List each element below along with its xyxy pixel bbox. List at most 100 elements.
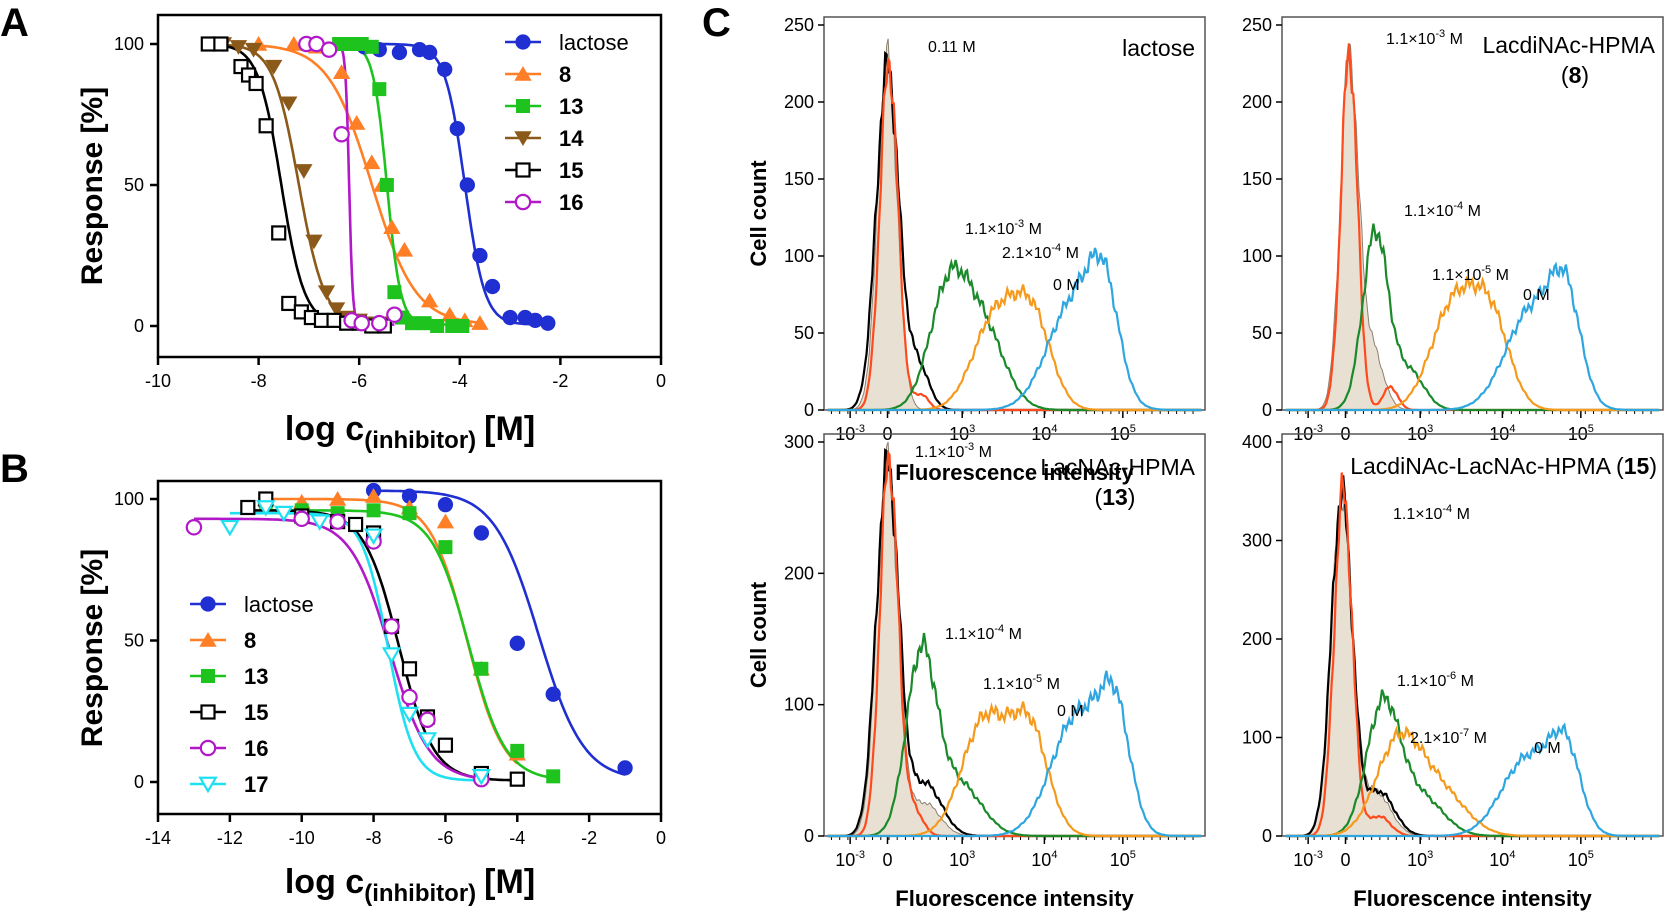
data-point-13 (379, 178, 394, 192)
histogram-trace (1285, 725, 1660, 838)
legend-marker-lactose (515, 34, 531, 50)
histogram-title: LacdiNAc-HPMA (1482, 32, 1655, 58)
data-point-8 (383, 219, 401, 235)
legend-marker-8 (199, 631, 217, 647)
x-tick-exp: 5 (1130, 423, 1136, 435)
x-tick-label: 104 (1031, 849, 1057, 870)
histogram-title: LacdiNAc-LacNAc-HPMA (15) (1350, 453, 1657, 479)
concentration-exp: -3 (1014, 218, 1024, 230)
x-tick-label: 0 (882, 850, 892, 870)
data-point-17 (363, 528, 384, 545)
data-point-15 (437, 737, 454, 753)
histogram-trace (1285, 261, 1660, 412)
data-point-17 (309, 514, 330, 531)
x-tick-label: -2 (581, 828, 597, 848)
data-point-16 (333, 125, 350, 143)
concentration-label: 1.1×10-5 M (983, 673, 1060, 693)
x-tick-exp: 5 (1588, 849, 1594, 861)
fit-curve-14 (223, 43, 387, 326)
fit-curve-17 (229, 511, 482, 782)
data-point-13 (364, 39, 379, 54)
concentration-exp: -4 (1453, 200, 1463, 212)
concentration-base: 0.11 M (928, 39, 976, 56)
histogram-control-fill (1285, 494, 1660, 837)
histogram-title: lactose (1122, 35, 1195, 61)
histogram-y-axis-title: Cell count (746, 160, 771, 267)
concentration-base: 0 M (1053, 277, 1080, 294)
y-tick-label: 150 (784, 169, 814, 189)
concentration-label: 1.1×10-4 M (945, 623, 1022, 643)
x-tick-exp: 4 (1051, 423, 1057, 435)
concentration-unit: M (1004, 626, 1022, 643)
data-point-lactose (545, 686, 561, 702)
x-tick-exp: 3 (969, 423, 975, 435)
concentration-base: 1.1×10 (1397, 673, 1446, 690)
fit-curve-lactose (373, 489, 626, 776)
data-point-8 (285, 35, 303, 51)
concentration-base: 0 M (1057, 703, 1084, 720)
concentration-unit: M (1491, 267, 1509, 284)
data-point-8 (364, 488, 383, 503)
x-tick-exp: -3 (1313, 849, 1323, 861)
data-point-16 (386, 306, 403, 323)
data-point-14 (229, 40, 248, 55)
legend-marker-14 (514, 131, 532, 147)
concentration-unit: M (1463, 203, 1481, 220)
data-point-17 (274, 505, 294, 523)
concentration-exp: -7 (1459, 727, 1469, 739)
data-point-16 (353, 314, 370, 332)
data-point-8 (471, 315, 489, 330)
concentration-unit: M (1445, 31, 1463, 48)
legend-marker-lactose (200, 596, 216, 612)
concentration-base: 0 M (1534, 740, 1561, 757)
x-tick-exp: 3 (1427, 849, 1433, 861)
concentration-base: 1.1×10 (1432, 267, 1481, 284)
x-tick-label: -12 (217, 828, 243, 848)
legend-label-8: 8 (244, 628, 256, 653)
data-point-13 (430, 319, 445, 333)
x-tick-base: 10 (1489, 850, 1509, 870)
concentration-label: 2.1×10-7 M (1410, 727, 1487, 747)
legend-label-lactose: lactose (244, 592, 314, 617)
data-point-16 (371, 314, 388, 332)
x-tick-label: 104 (1489, 849, 1515, 870)
x-tick-label: -8 (366, 828, 382, 848)
data-point-8 (363, 154, 381, 170)
fit-curve-15 (208, 43, 385, 326)
data-point-lactose (437, 61, 453, 78)
data-point-lactose (509, 635, 525, 651)
concentration-label: 1.1×10-3 M (965, 218, 1042, 238)
concentration-label: 1.1×10-5 M (1432, 264, 1509, 284)
concentration-label: 0 M (1534, 740, 1561, 757)
data-point-13 (372, 82, 387, 97)
data-point-13 (405, 316, 420, 331)
x-tick-label: -4 (509, 828, 525, 848)
concentration-base: 1.1×10 (1393, 506, 1442, 523)
concentration-unit: M (974, 444, 992, 461)
y-tick-label: 200 (1242, 629, 1272, 649)
data-point-15 (240, 499, 256, 516)
concentration-label: 0 M (1057, 703, 1084, 720)
data-point-lactose (437, 497, 454, 513)
data-point-16 (419, 711, 436, 728)
concentration-exp: -3 (964, 441, 974, 453)
data-point-lactose (540, 315, 556, 331)
data-point-lactose (502, 309, 518, 326)
x-tick-label: -6 (437, 828, 453, 848)
y-tick-label: 100 (1242, 246, 1272, 266)
legend-label-17: 17 (244, 772, 268, 797)
data-point-15 (509, 771, 525, 787)
x-axis-title-b-unit: [M] (484, 863, 535, 901)
legend-label-16: 16 (244, 736, 268, 761)
concentration-unit: M (1024, 221, 1042, 238)
x-axis-title-a: log c(inhibitor) [M] (285, 410, 535, 454)
data-point-15 (271, 225, 287, 241)
histogram-x-axis-title: Fluorescence intensity (895, 460, 1134, 485)
y-tick-label: 50 (1252, 323, 1272, 343)
legend-label-16: 16 (559, 190, 583, 215)
fit-curve-13 (339, 43, 463, 326)
fit-curve-13 (265, 509, 554, 780)
